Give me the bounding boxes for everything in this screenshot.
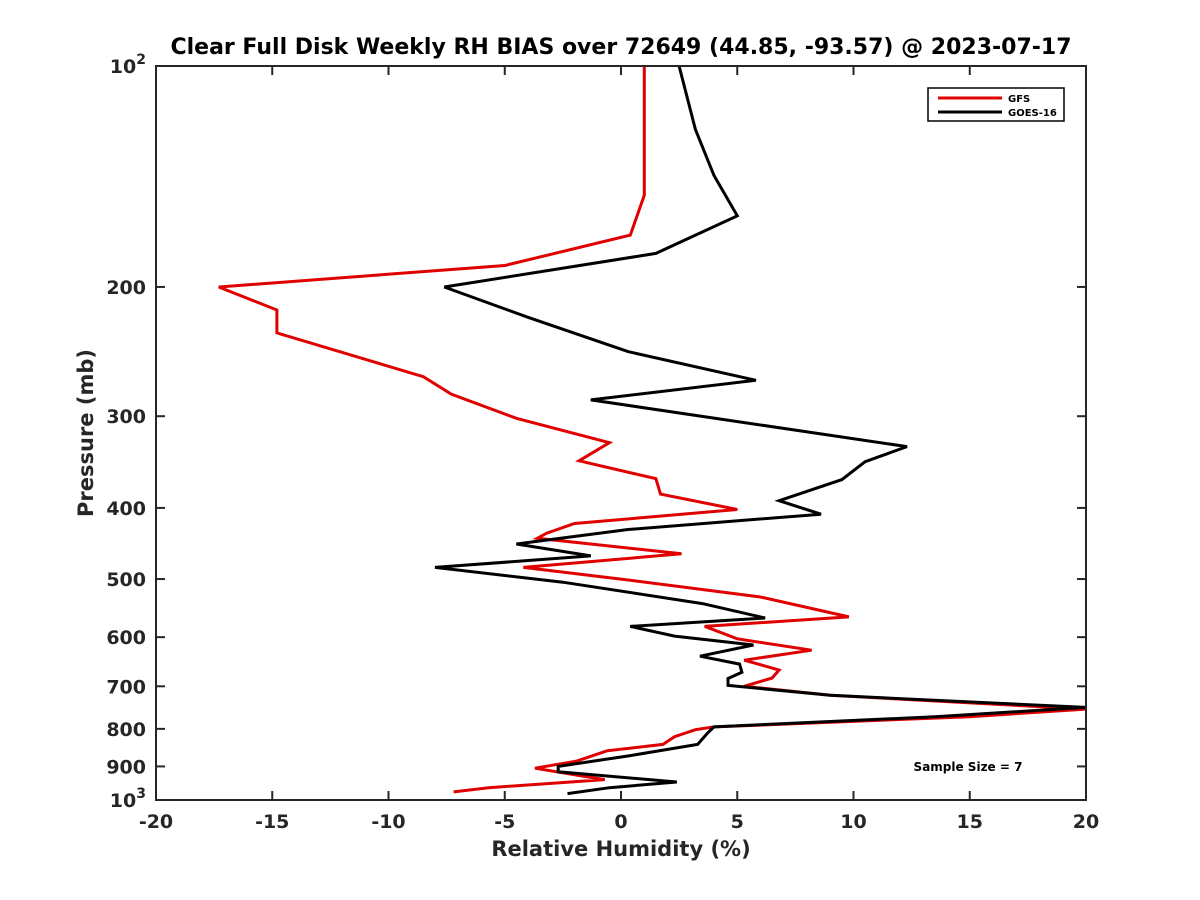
y-tick-label: 300 xyxy=(106,406,146,428)
chart-title: Clear Full Disk Weekly RH BIAS over 7264… xyxy=(170,35,1071,60)
x-tick-label: 5 xyxy=(731,811,744,833)
y-tick-label: 400 xyxy=(106,498,146,520)
y-tick-label-base: 800 xyxy=(106,719,146,741)
y-tick-label-base: 600 xyxy=(106,627,146,649)
y-tick-label-base: 900 xyxy=(106,756,146,778)
x-tick-label: -15 xyxy=(255,811,289,833)
y-tick-label-base: 500 xyxy=(106,569,146,591)
y-tick-label-base: 700 xyxy=(106,676,146,698)
x-tick-label: -10 xyxy=(371,811,405,833)
x-tick-label: -5 xyxy=(494,811,515,833)
x-tick-label: 10 xyxy=(840,811,866,833)
x-tick-label: 15 xyxy=(957,811,983,833)
x-axis-title: Relative Humidity (%) xyxy=(491,837,750,861)
y-tick-label-base: 200 xyxy=(106,277,146,299)
y-tick-label: 900 xyxy=(106,756,146,778)
legend: GFS GOES-16 xyxy=(927,87,1065,122)
y-tick-label-exponent: 2 xyxy=(136,52,146,68)
y-tick-label: 200 xyxy=(106,277,146,299)
x-tick-label: -20 xyxy=(139,811,173,833)
y-tick-label-base: 400 xyxy=(106,498,146,520)
x-axis: -20 -15 -10 -5 0 5 10 15 20 xyxy=(139,66,1099,833)
sample-size-annotation: Sample Size = 7 xyxy=(914,760,1023,774)
legend-label: GFS xyxy=(1008,94,1030,105)
series-layer xyxy=(218,65,1087,796)
y-tick-label: 102 xyxy=(110,52,146,78)
y-tick-label: 800 xyxy=(106,719,146,741)
x-tick-label: 20 xyxy=(1073,811,1099,833)
y-tick-label: 600 xyxy=(106,627,146,649)
y-tick-label-base: 10 xyxy=(110,790,136,812)
y-tick-label: 103 xyxy=(110,786,146,812)
series-line-goes-16 xyxy=(434,65,1087,796)
legend-box xyxy=(927,87,1065,122)
y-axis-title: Pressure (mb) xyxy=(74,349,98,517)
legend-label: GOES-16 xyxy=(1008,108,1057,119)
y-tick-label: 500 xyxy=(106,569,146,591)
y-tick-label: 700 xyxy=(106,676,146,698)
x-tick-label: 0 xyxy=(614,811,627,833)
y-tick-label-exponent: 3 xyxy=(136,786,146,802)
series-line-gfs xyxy=(218,66,1087,794)
y-tick-label-base: 10 xyxy=(110,56,136,78)
y-tick-label-base: 300 xyxy=(106,406,146,428)
